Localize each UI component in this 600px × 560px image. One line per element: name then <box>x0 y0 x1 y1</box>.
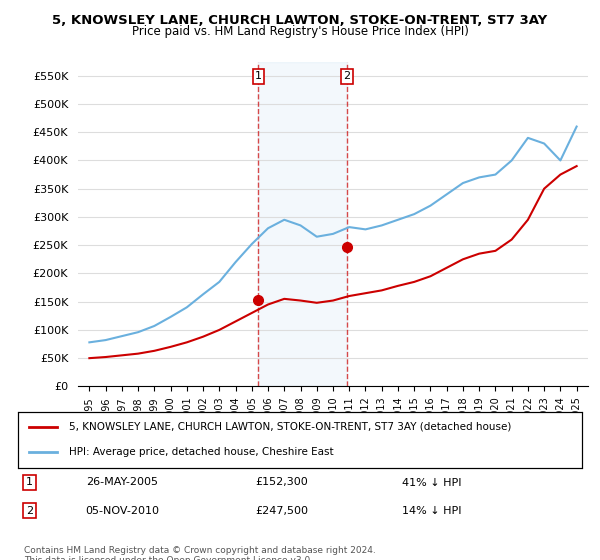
Text: 14% ↓ HPI: 14% ↓ HPI <box>401 506 461 516</box>
Text: HPI: Average price, detached house, Cheshire East: HPI: Average price, detached house, Ches… <box>69 447 334 458</box>
Text: 41% ↓ HPI: 41% ↓ HPI <box>401 478 461 488</box>
Text: 05-NOV-2010: 05-NOV-2010 <box>86 506 160 516</box>
Text: 26-MAY-2005: 26-MAY-2005 <box>86 478 158 488</box>
Text: 2: 2 <box>26 506 33 516</box>
Text: £152,300: £152,300 <box>255 478 308 488</box>
Text: 5, KNOWSLEY LANE, CHURCH LAWTON, STOKE-ON-TRENT, ST7 3AY: 5, KNOWSLEY LANE, CHURCH LAWTON, STOKE-O… <box>52 14 548 27</box>
Bar <box>258 62 347 386</box>
Text: 1: 1 <box>255 71 262 81</box>
Text: Contains HM Land Registry data © Crown copyright and database right 2024.
This d: Contains HM Land Registry data © Crown c… <box>24 546 376 560</box>
Text: 1: 1 <box>26 478 33 488</box>
Text: 2: 2 <box>343 71 350 81</box>
Text: £247,500: £247,500 <box>255 506 308 516</box>
Text: Price paid vs. HM Land Registry's House Price Index (HPI): Price paid vs. HM Land Registry's House … <box>131 25 469 38</box>
Text: 5, KNOWSLEY LANE, CHURCH LAWTON, STOKE-ON-TRENT, ST7 3AY (detached house): 5, KNOWSLEY LANE, CHURCH LAWTON, STOKE-O… <box>69 422 511 432</box>
